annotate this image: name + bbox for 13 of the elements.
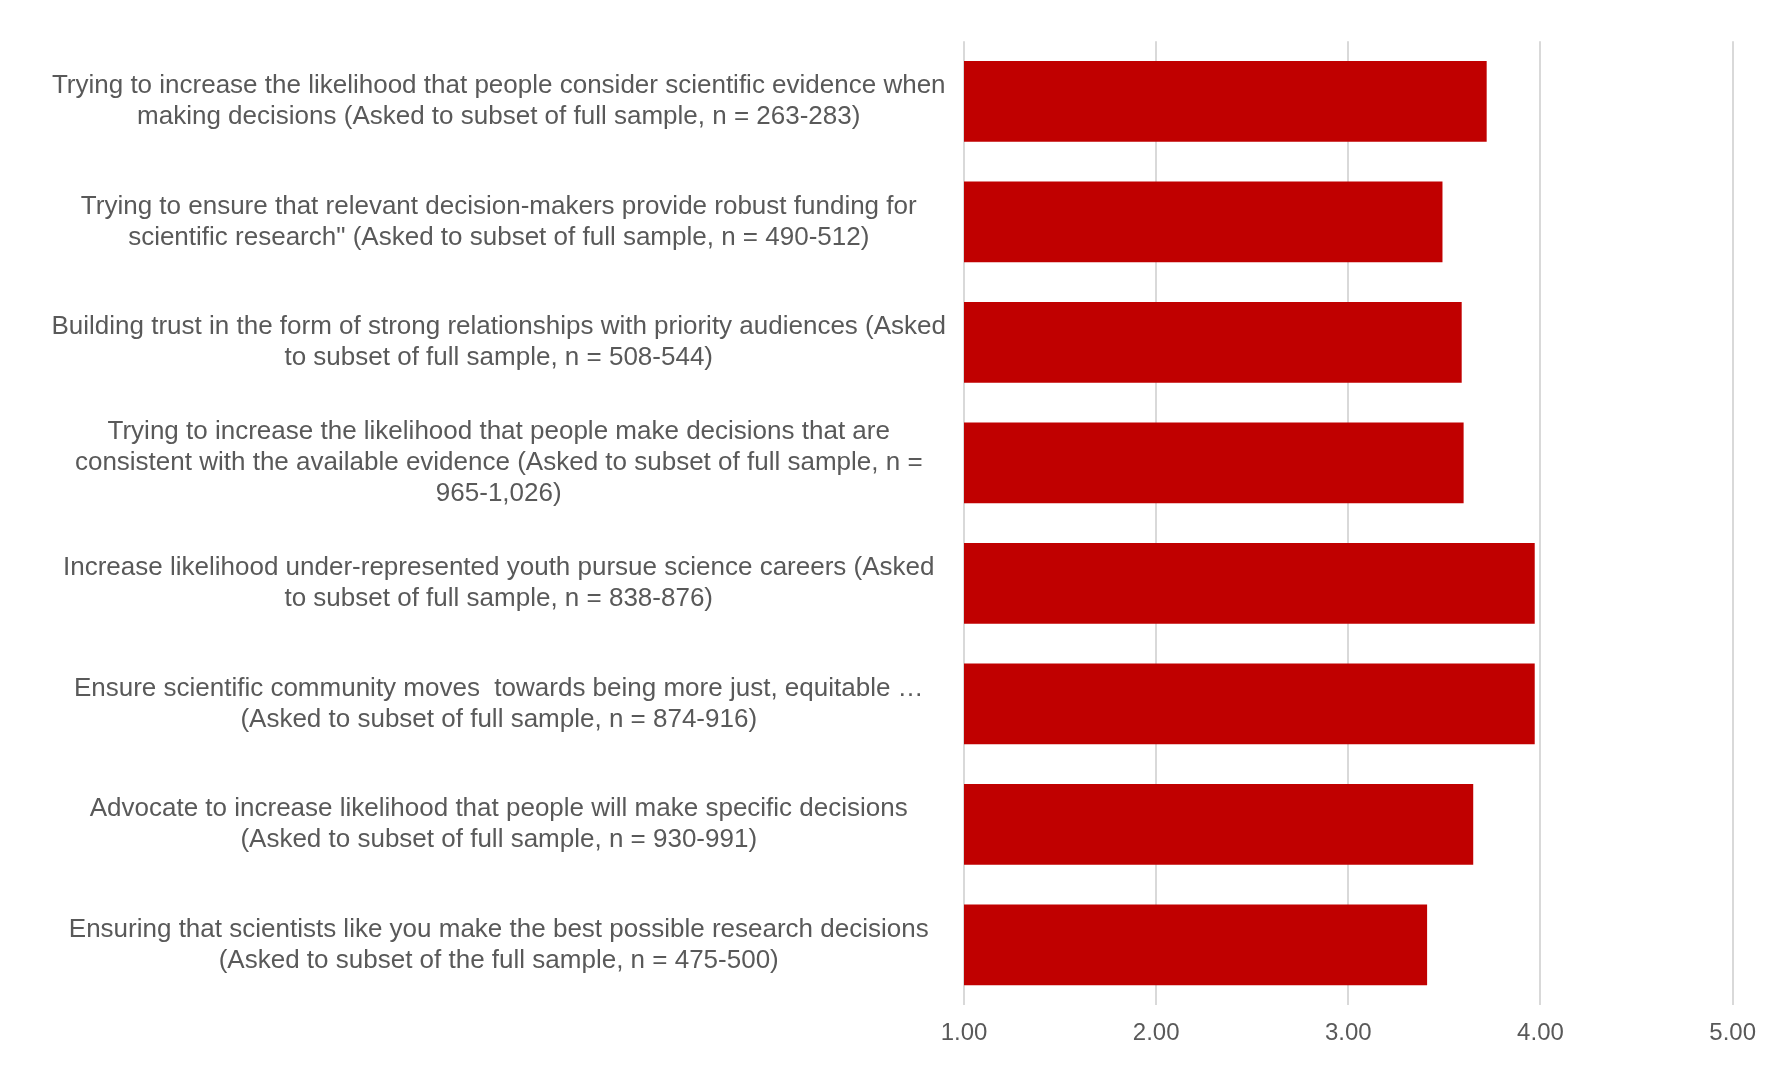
y-tick-label: Increase likelihood under-represented youth pursue science careers (Asked to subset of full sample, n = 838-876): [62, 551, 935, 613]
x-tick-label: 2.00: [1132, 1018, 1180, 1046]
y-tick-label: Ensure scientific community moves towards being more just, equitable … (Asked to subset of full sample, n = 874-916): [73, 671, 924, 733]
y-tick-label: Trying to ensure that relevant decision-makers provide robust funding for scientific research" (Asked to subset of full sample, n = 490-512): [80, 189, 917, 251]
y-tick-label: Trying to increase the likelihood that people make decisions that are consistent with the available evidence (Asked to subset of full sample, n = 965-1,026): [74, 414, 923, 508]
x-tick-label: 3.00: [1324, 1018, 1372, 1046]
y-tick-label: Building trust in the form of strong relationships with priority audiences (Asked to subset of full sample, n = 508-544): [51, 310, 946, 372]
x-tick-label: 1.00: [940, 1018, 988, 1046]
x-tick-label: 4.00: [1517, 1018, 1564, 1046]
y-tick-label: Ensuring that scientists like you make the best possible research decisions (Asked to subset of the full sample, n = 475-500): [68, 912, 929, 974]
y-tick-label: Trying to increase the likelihood that people consider scientific evidence when making decisions (Asked to subset of full sample, n = 263-283): [51, 69, 946, 131]
x-tick-label: 5.00: [1709, 1018, 1756, 1046]
y-tick-label: Advocate to increase likelihood that people will make specific decisions (Asked to subset of full sample, n = 930-991): [89, 792, 908, 854]
